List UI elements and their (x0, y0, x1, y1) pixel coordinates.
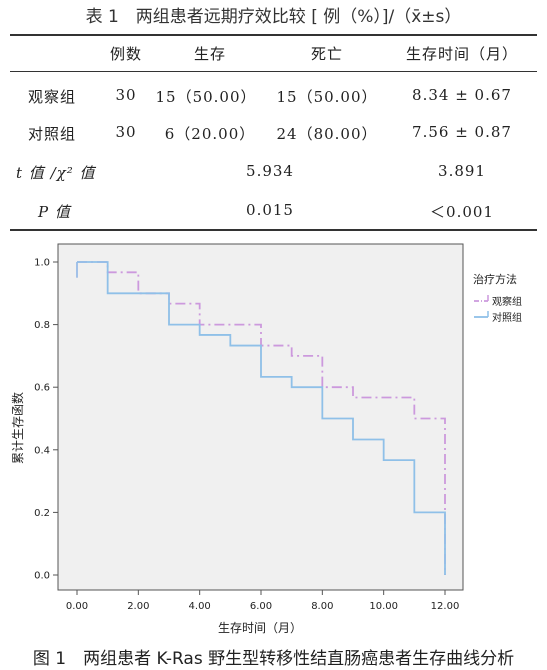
stat-label: t 值 /χ² 值 (16, 164, 96, 182)
y-tick-label: 0.2 (34, 508, 50, 519)
table-caption: 表 1 两组患者远期疗效比较 [ 例（%）]/（x̄±s） (85, 7, 462, 27)
table-header-rule (10, 71, 537, 72)
legend-label: 观察组 (492, 295, 522, 308)
table-bottom-rule (10, 229, 537, 231)
y-tick-label: 0.0 (34, 571, 50, 582)
x-tick-label: 8.00 (311, 601, 333, 612)
header-time: 生存时间（月） (405, 45, 519, 63)
row-label: 观察组 (28, 88, 77, 106)
x-tick-label: 0.00 (66, 601, 88, 612)
row-n: 30 (115, 86, 137, 104)
row-n: 30 (115, 123, 137, 141)
y-tick-label: 0.4 (34, 445, 50, 456)
x-tick-label: 4.00 (189, 601, 211, 612)
stat-chi: 0.015 (246, 201, 294, 219)
figure-caption: 图 1 两组患者 K-Ras 野生型转移性结直肠癌患者生存曲线分析 (32, 649, 515, 669)
x-tick-label: 6.00 (250, 601, 272, 612)
table-top-rule (10, 34, 537, 36)
legend-title: 治疗方法 (473, 272, 517, 286)
row-label: 对照组 (28, 125, 77, 143)
header-death: 死亡 (310, 45, 344, 63)
header-survive: 生存 (193, 45, 227, 63)
y-axis-label: 累计生存函数 (10, 392, 25, 464)
row-survive: 6（20.00） (164, 125, 256, 143)
survival-chart: 0.00 2.00 4.00 6.00 8.00 10.00 12.00 0.0 0.2 0.4 0… (10, 243, 522, 635)
row-time: 7.56 ± 0.87 (412, 123, 512, 141)
axes: 0.00 2.00 4.00 6.00 8.00 10.00 12.00 0.0 0.2 0.4 0… (34, 258, 459, 613)
row-death: 15（50.00） (276, 88, 378, 106)
survival-curve-control (77, 261, 446, 575)
y-tick-label: 0.8 (34, 320, 50, 331)
stat-t: ＜0.001 (430, 203, 494, 221)
x-tick-label: 10.00 (369, 601, 398, 612)
row-survive: 15（50.00） (155, 88, 257, 106)
row-death: 24（80.00） (276, 125, 378, 143)
series-group (76, 261, 446, 575)
y-tick-label: 0.6 (34, 383, 50, 394)
plot-area (57, 243, 464, 591)
header-n: 例数 (109, 45, 143, 63)
stat-label: P 值 (38, 203, 71, 221)
stat-t: 3.891 (438, 162, 486, 180)
y-tick-label: 1.0 (34, 258, 50, 269)
x-tick-label: 2.00 (127, 601, 149, 612)
x-axis-label: 生存时间（月） (218, 621, 302, 635)
legend-label: 对照组 (492, 311, 522, 324)
row-time: 8.34 ± 0.67 (412, 86, 512, 104)
x-tick-label: 12.00 (431, 601, 460, 612)
stat-chi: 5.934 (246, 162, 294, 180)
